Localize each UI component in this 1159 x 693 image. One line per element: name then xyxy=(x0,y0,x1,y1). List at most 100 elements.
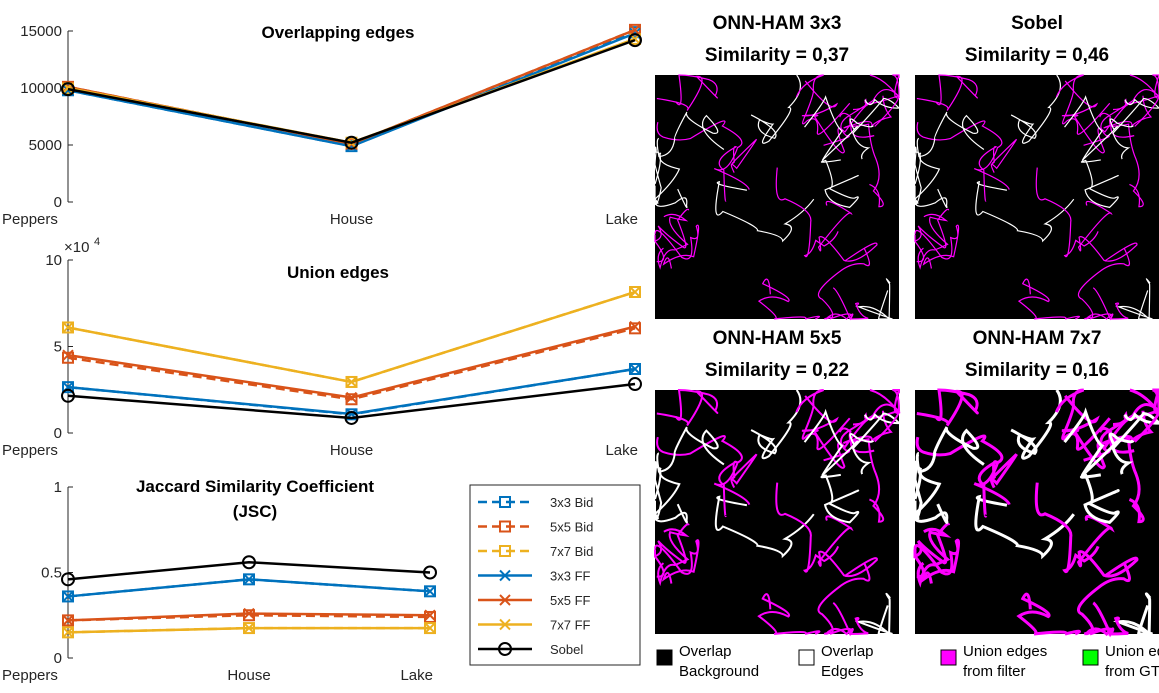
edge-curve xyxy=(656,435,751,506)
edge-curve xyxy=(656,111,725,158)
series xyxy=(62,320,641,404)
edge-curve xyxy=(1083,89,1159,146)
marker xyxy=(344,410,359,425)
legend-label: 5x5 Bid xyxy=(550,520,593,535)
edge-curve xyxy=(916,74,978,111)
panel-title: Sobel xyxy=(1011,13,1063,34)
marker xyxy=(629,363,641,375)
x-tick-label: House xyxy=(227,667,270,684)
edge-curve xyxy=(1099,95,1153,129)
marker xyxy=(61,82,75,97)
edge-curve xyxy=(1076,514,1139,578)
edge-curve xyxy=(657,213,689,270)
marker xyxy=(62,321,74,334)
edge-curve xyxy=(1017,278,1081,320)
legend-label: Overlap xyxy=(821,643,874,660)
edge-curve xyxy=(795,74,851,135)
legend-label: Union edges xyxy=(1105,643,1159,660)
edge-curve xyxy=(823,89,900,146)
line xyxy=(67,367,636,416)
line xyxy=(67,28,636,146)
edge-curve xyxy=(654,208,690,263)
y-tick-label: 0 xyxy=(54,425,62,442)
marker xyxy=(499,569,511,582)
edge-curve xyxy=(801,395,869,469)
edge-curve xyxy=(849,438,885,523)
marker xyxy=(629,286,641,299)
marker xyxy=(628,377,642,392)
edge-curve xyxy=(851,412,902,475)
legend-label: Overlap xyxy=(679,643,732,660)
panel-subtitle: Similarity = 0,46 xyxy=(965,45,1109,66)
chart-title: Overlapping edges xyxy=(261,23,414,42)
edge-curve xyxy=(978,138,1018,202)
panel-subtitle: Similarity = 0,16 xyxy=(965,360,1109,381)
edge-curve xyxy=(869,389,901,443)
edge-curve xyxy=(1063,407,1135,477)
edge-curve xyxy=(916,120,1010,190)
marker xyxy=(345,393,358,406)
line xyxy=(67,578,431,598)
line xyxy=(67,30,636,148)
edge-curve xyxy=(1077,200,1138,262)
edge-curve xyxy=(1083,616,1129,637)
line xyxy=(67,367,636,416)
legend-label: Sobel xyxy=(550,642,583,657)
edge-curve xyxy=(913,538,961,584)
edge-curve xyxy=(1034,482,1100,574)
edge-curve xyxy=(817,200,878,262)
legend-label: 3x3 Bid xyxy=(550,495,593,510)
edge-curve xyxy=(912,467,949,525)
marker xyxy=(629,24,641,36)
y-multiplier: ×10 xyxy=(64,239,89,256)
marker xyxy=(629,286,641,298)
series xyxy=(62,23,641,150)
legend-swatch xyxy=(798,649,815,666)
edge-curve xyxy=(916,388,979,427)
edge-curve xyxy=(1080,473,1120,524)
marker xyxy=(61,388,75,403)
edge-curve xyxy=(654,152,688,209)
edge-curve xyxy=(977,453,1018,518)
line xyxy=(67,382,636,420)
panel-subtitle: Similarity = 0,22 xyxy=(705,360,849,381)
y-tick-label: 10000 xyxy=(20,80,62,97)
edge-curve xyxy=(839,95,893,129)
edge-curve xyxy=(1084,302,1129,320)
edge-curve xyxy=(1080,159,1119,208)
x-tick-label: Lake xyxy=(400,667,433,684)
edge-curve xyxy=(1010,74,1062,144)
edge-image xyxy=(655,390,899,634)
marker xyxy=(243,573,255,586)
series xyxy=(61,33,642,150)
edge-curve xyxy=(757,593,821,635)
line xyxy=(67,327,636,401)
edge-curve xyxy=(1064,95,1134,161)
y-tick-label: 0.5 xyxy=(41,565,62,582)
edge-curve xyxy=(714,495,815,559)
edge-curve xyxy=(916,527,952,588)
series xyxy=(62,322,641,406)
series xyxy=(62,573,436,603)
edge-curve xyxy=(975,180,1075,243)
edge-curve xyxy=(856,278,893,321)
marker xyxy=(345,391,358,404)
marker xyxy=(243,622,255,634)
edge-curve xyxy=(914,224,960,269)
line xyxy=(67,28,636,146)
line xyxy=(67,37,636,145)
edge-curve xyxy=(656,74,718,111)
series xyxy=(62,32,641,149)
edge-curve xyxy=(820,473,860,524)
marker xyxy=(344,135,359,150)
edge-curve xyxy=(1035,167,1099,258)
edge-curve xyxy=(1016,592,1081,636)
marker xyxy=(62,614,74,627)
marker xyxy=(243,607,255,620)
edge-curve xyxy=(653,467,688,524)
edge-curve xyxy=(817,515,878,578)
marker xyxy=(62,351,74,364)
marker xyxy=(424,609,436,621)
legend-label: 3x3 FF xyxy=(550,569,591,584)
edge-curve xyxy=(1116,278,1153,321)
